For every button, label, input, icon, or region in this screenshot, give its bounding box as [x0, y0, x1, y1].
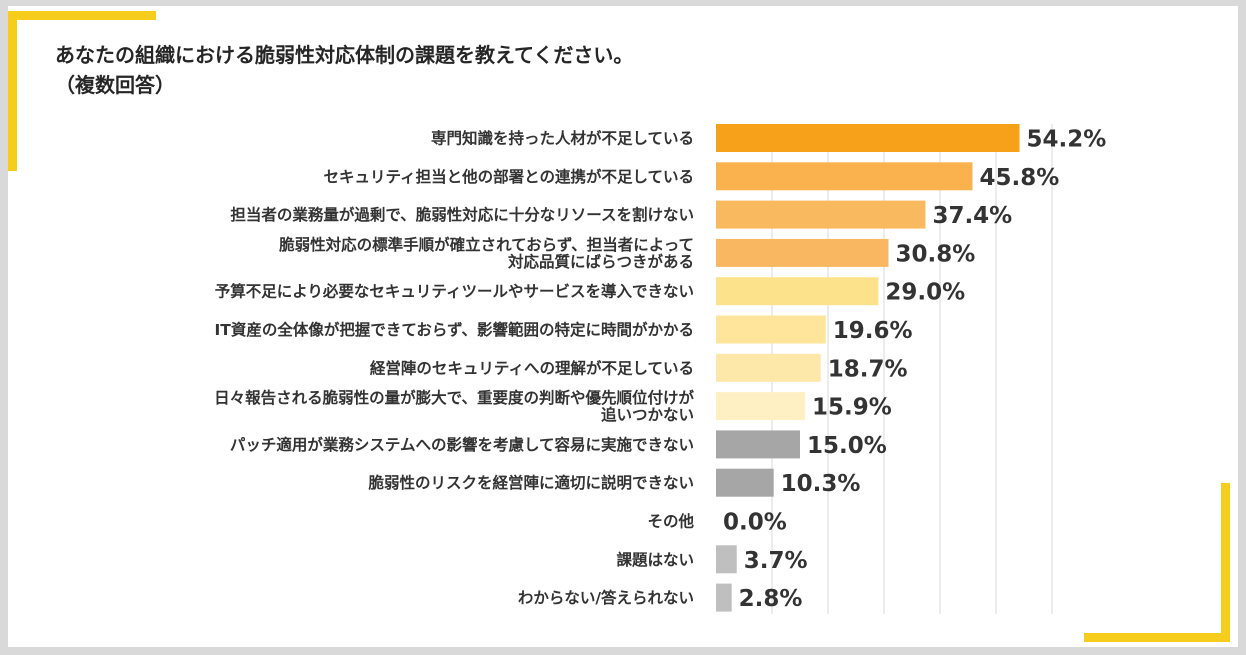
category-label: 日々報告される脆弱性の量が膨大で、重要度の判断や優先順位付けが	[214, 388, 694, 407]
value-label: 37.4%	[932, 203, 1012, 229]
bar	[716, 583, 732, 612]
value-label: 29.0%	[885, 280, 965, 306]
bar	[716, 353, 821, 382]
category-label: 専門知識を持った人材が不足している	[431, 129, 694, 148]
bar	[716, 200, 926, 229]
corner-accent-top-left-vertical	[8, 11, 17, 171]
bar	[716, 392, 806, 421]
bar	[716, 162, 973, 191]
value-label: 54.2%	[1027, 127, 1107, 153]
chart-title-line1: あなたの組織における脆弱性対応体制の課題を教えてください。	[55, 43, 634, 67]
value-label: 3.7%	[744, 548, 808, 574]
value-label: 15.0%	[807, 433, 887, 459]
category-label: その他	[647, 512, 694, 531]
value-label: 18.7%	[828, 356, 908, 382]
value-label: 19.6%	[833, 318, 913, 344]
category-label: わからない/答えられない	[518, 588, 694, 607]
corner-accent-top-left	[8, 11, 156, 20]
value-label: 10.3%	[781, 471, 861, 497]
value-label: 30.8%	[895, 241, 975, 267]
chart-card	[8, 6, 1238, 647]
category-label: 脆弱性対応の標準手順が確立されておらず、担当者によって	[279, 235, 694, 254]
category-label: 脆弱性のリスクを経営陣に適切に説明できない	[368, 473, 694, 492]
chart-title-line2: （複数回答）	[55, 73, 175, 97]
bar	[716, 124, 1020, 152]
value-label: 0.0%	[723, 510, 787, 536]
category-label: セキュリティ担当と他の部署との連携が不足している	[324, 167, 694, 186]
category-label: 課題はない	[616, 550, 694, 569]
bar	[716, 545, 737, 574]
chart-title: あなたの組織における脆弱性対応体制の課題を教えてください。 （複数回答）	[55, 40, 855, 100]
bar	[716, 315, 826, 344]
bar	[716, 238, 889, 267]
bar	[716, 277, 879, 306]
category-label: IT資産の全体像が把握できておらず、影響範囲の特定に時間がかかる	[215, 320, 694, 339]
category-label: 追いつかない	[601, 405, 694, 424]
bar	[716, 430, 800, 459]
category-label: 担当者の業務量が過剰で、脆弱性対応に十分なリソースを割けない	[230, 205, 694, 224]
value-label: 15.9%	[812, 395, 892, 421]
category-label: 経営陣のセキュリティへの理解が不足している	[370, 358, 694, 377]
category-label: パッチ適用が業務システムへの影響を考慮して容易に実施できない	[230, 435, 694, 454]
value-label: 45.8%	[979, 165, 1059, 191]
corner-accent-bottom-right	[1084, 633, 1230, 642]
bar	[716, 468, 774, 497]
value-label: 2.8%	[739, 586, 803, 612]
category-label: 予算不足により必要なセキュリティツールやサービスを導入できない	[215, 282, 694, 301]
corner-accent-bottom-right-vertical	[1221, 483, 1230, 642]
category-label: 対応品質にばらつきがある	[507, 252, 694, 271]
